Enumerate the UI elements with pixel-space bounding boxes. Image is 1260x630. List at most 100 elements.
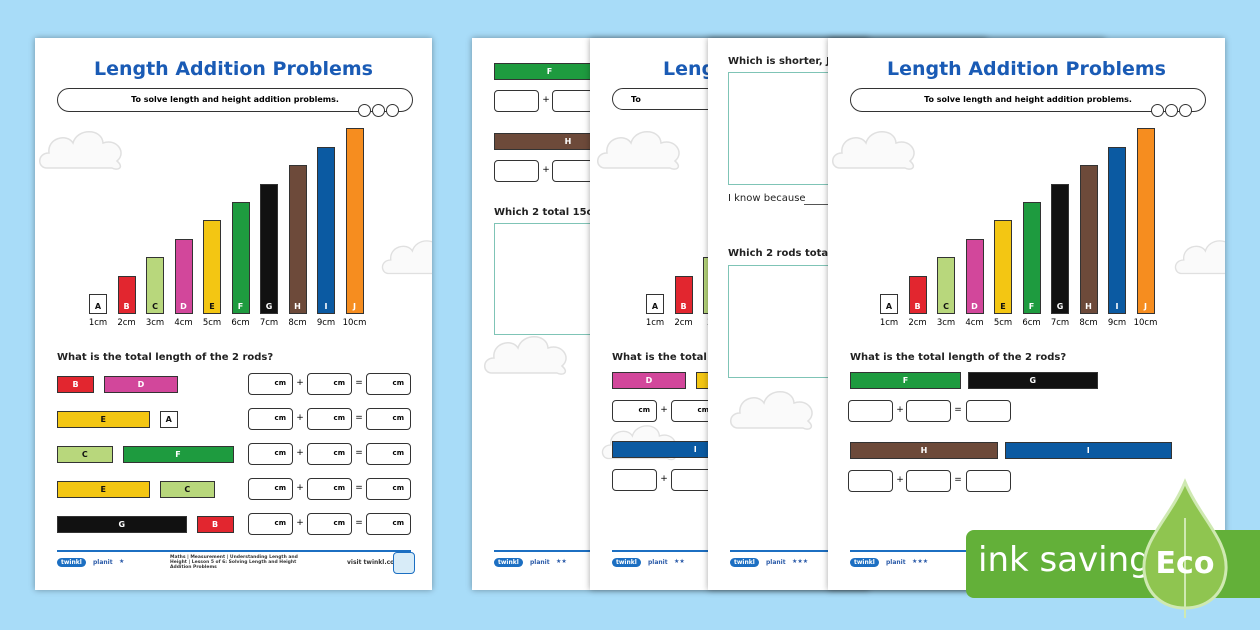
question: What is the total leng (612, 352, 735, 363)
rod-bar: C (57, 446, 113, 463)
rod: B (674, 275, 693, 314)
equals-sign: = (355, 483, 363, 493)
plus-sign: + (896, 405, 904, 415)
rod-length-label: 2cm (674, 318, 693, 328)
plus-sign: + (296, 483, 304, 493)
rod-bar: D (104, 376, 178, 393)
rod-length-label: 2cm (117, 318, 136, 328)
objective-dot (1151, 104, 1164, 117)
footer-logo: twinkl (730, 558, 759, 567)
rod: C (146, 257, 164, 314)
rod-bar: B (196, 516, 234, 533)
equals-sign: = (355, 518, 363, 528)
rod: J (345, 128, 364, 314)
footer-stars: ★ (119, 558, 125, 565)
plus-sign: + (660, 405, 668, 415)
answer-box: cm (307, 513, 352, 535)
answer-box: cm (366, 443, 411, 465)
objective-dot (1165, 104, 1178, 117)
footer-stars: ★★ (674, 558, 685, 565)
rod-length-label: 7cm (1050, 318, 1070, 328)
plus-sign: + (660, 474, 668, 484)
equals-sign: = (954, 475, 962, 485)
rod: F (1022, 202, 1041, 314)
rod: I (317, 146, 335, 314)
answer-box (494, 90, 539, 112)
plus-sign: + (896, 475, 904, 485)
objective-dot (358, 104, 371, 117)
rod-bar: E (57, 411, 150, 428)
footer-lesson: Maths | Measurement | Understanding Leng… (170, 555, 298, 570)
question: What is the total length of the 2 rods? (57, 352, 274, 363)
answer-box: cm (307, 373, 352, 395)
answer-box (848, 470, 893, 492)
rod-bar: F (850, 372, 961, 389)
answer-box (494, 160, 539, 182)
rod-length-label: 10cm (342, 318, 367, 328)
answer-box: cm (366, 513, 411, 535)
worksheet: Length Addition Problems To solve length … (828, 38, 1225, 590)
footer-logo: twinkl (612, 558, 641, 567)
equals-sign: = (355, 413, 363, 423)
answer-box: cm (366, 478, 411, 500)
answer-box: cm (248, 408, 293, 430)
footer-stars: ★★★ (792, 558, 809, 565)
answer-box: cm (307, 478, 352, 500)
badge-text: ink saving (978, 540, 1151, 580)
rod: B (908, 275, 927, 314)
rod-bar: G (968, 372, 1098, 389)
rod: D (174, 238, 193, 314)
rod-length-label: 4cm (174, 318, 193, 328)
answer-box: cm (612, 400, 657, 422)
rod-length-label: 3cm (936, 318, 956, 328)
footer-line (57, 550, 411, 552)
rod-length-label: 10cm (1133, 318, 1158, 328)
rod-length-label: 5cm (202, 318, 222, 328)
cloud (730, 391, 813, 430)
answer-box: cm (366, 373, 411, 395)
objective: To solve length and height addition prob… (850, 88, 1206, 112)
footer-logo: twinkl (850, 558, 879, 567)
rod-length-label: 9cm (1107, 318, 1127, 328)
rod-bar: D (612, 372, 686, 389)
footer-stars: ★★★ (912, 558, 929, 565)
rod-length-label: 4cm (965, 318, 984, 328)
plus-sign: + (296, 448, 304, 458)
rod: D (965, 238, 984, 314)
equals-sign: = (355, 448, 363, 458)
answer-box: cm (248, 478, 293, 500)
sheet-title: Length Addition Problems (886, 58, 1166, 80)
rod-length-label: 1cm (88, 318, 108, 328)
answer-box (966, 400, 1011, 422)
plus-sign: + (296, 413, 304, 423)
cloud (1174, 240, 1225, 275)
objective-dot (372, 104, 385, 117)
rod: A (89, 294, 107, 314)
rod-bar: E (57, 481, 150, 498)
rod-length-label: 3cm (145, 318, 165, 328)
footer-site: visit twinkl.com (347, 559, 401, 566)
objective-dot (386, 104, 399, 117)
eco-leaf: Eco (1142, 478, 1228, 618)
rod-length-label: 8cm (1079, 318, 1098, 328)
rod-bar: G (57, 516, 187, 533)
plus-sign: + (296, 518, 304, 528)
question: Which is shorter, J + (728, 56, 842, 67)
rod: H (1079, 165, 1098, 314)
cloud (832, 131, 915, 170)
cloud (484, 336, 567, 375)
rod-length-label: 2cm (908, 318, 927, 328)
answer-box: cm (307, 443, 352, 465)
rod-bar: C (159, 481, 215, 498)
answer-box (906, 470, 951, 492)
answer-box: cm (248, 513, 293, 535)
answer-box (906, 400, 951, 422)
answer-box: cm (248, 443, 293, 465)
rod: H (288, 165, 307, 314)
rod-bar: F (122, 446, 234, 463)
footer-logo: twinkl (494, 558, 523, 567)
footer-logo: twinkl (57, 558, 86, 567)
plus-sign: + (542, 95, 550, 105)
rod-bar: B (57, 376, 94, 393)
